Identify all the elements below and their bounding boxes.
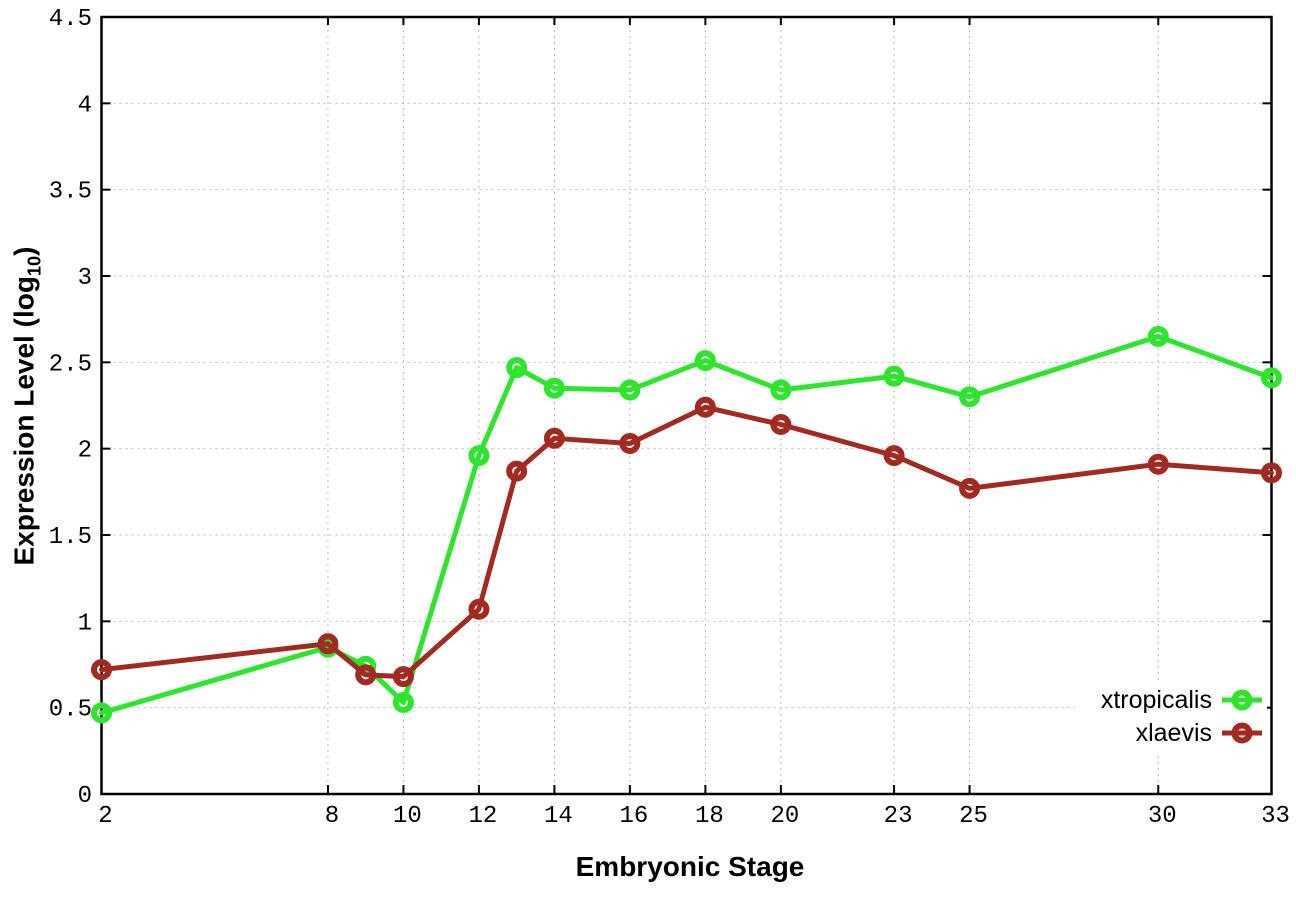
data-point-xtropicalis (91, 702, 112, 724)
series-line-xtropicalis (99, 333, 1274, 716)
x-tick-label: 18 (695, 803, 724, 830)
x-tick-label: 10 (393, 803, 422, 830)
y-axis-title-text: Expression Level (log (8, 276, 40, 566)
data-point-xtropicalis (694, 350, 716, 372)
data-point-xtropicalis (392, 691, 414, 713)
data-point-xtropicalis (468, 445, 490, 467)
x-tick-label: 30 (1148, 803, 1177, 830)
y-tick-label: 1 (78, 610, 92, 637)
y-tick-label: 0 (78, 783, 92, 810)
legend-marker-sample (1231, 689, 1253, 711)
data-point-xtropicalis (1147, 325, 1169, 347)
x-tick-label: 20 (770, 803, 799, 830)
x-axis-title: Embryonic Stage (575, 851, 805, 882)
data-point-xtropicalis (1261, 367, 1282, 389)
x-tick-label: 14 (544, 803, 573, 830)
data-point-xlaevis (883, 445, 905, 467)
data-point-xtropicalis (959, 386, 981, 408)
data-point-xtropicalis (883, 365, 905, 387)
data-point-xlaevis (468, 598, 490, 620)
y-tick-label: 3 (78, 265, 92, 292)
y-axis-title-close: ) (8, 246, 40, 256)
legend-marker-sample (1231, 722, 1253, 744)
data-point-xlaevis (959, 477, 981, 499)
data-point-xlaevis (317, 633, 339, 655)
x-tick-label: 12 (469, 803, 498, 830)
data-point-xlaevis (506, 460, 528, 482)
y-tick-label: 2.5 (49, 351, 92, 378)
x-tick-label: 2 (98, 803, 112, 830)
plot-border (100, 15, 1273, 796)
data-point-xlaevis (1261, 462, 1282, 484)
data-point-xlaevis (770, 413, 792, 435)
x-tick-label: 23 (884, 803, 913, 830)
data-point-xlaevis (619, 432, 641, 454)
x-tick-label: 8 (325, 803, 339, 830)
y-tick-label: 1.5 (49, 524, 92, 551)
data-point-xlaevis (355, 664, 377, 686)
y-tick-label: 4 (78, 92, 92, 119)
y-tick-label: 4.5 (49, 6, 92, 33)
legend-label-xtropicalis: xtropicalis (1101, 686, 1212, 714)
y-axis-title: Expression Level (log10) (9, 247, 46, 566)
series-line-xlaevis (99, 404, 1274, 680)
data-point-xlaevis (694, 396, 716, 418)
data-point-xlaevis (392, 666, 414, 688)
data-point-xtropicalis (543, 377, 565, 399)
data-point-xlaevis (543, 427, 565, 449)
y-axis-title-subscript: 10 (24, 255, 45, 277)
x-tick-label: 33 (1261, 803, 1290, 830)
y-tick-label: 3.5 (49, 179, 92, 206)
data-point-xtropicalis (619, 379, 641, 401)
x-tick-label: 16 (619, 803, 648, 830)
data-point-xlaevis (91, 659, 112, 681)
data-point-xtropicalis (506, 357, 528, 379)
data-point-xlaevis (1147, 453, 1169, 475)
data-point-xtropicalis (770, 379, 792, 401)
y-tick-label: 0.5 (49, 697, 92, 724)
y-tick-label: 2 (78, 438, 92, 465)
legend-label-xlaevis: xlaevis (1136, 719, 1212, 747)
x-tick-label: 25 (959, 803, 988, 830)
